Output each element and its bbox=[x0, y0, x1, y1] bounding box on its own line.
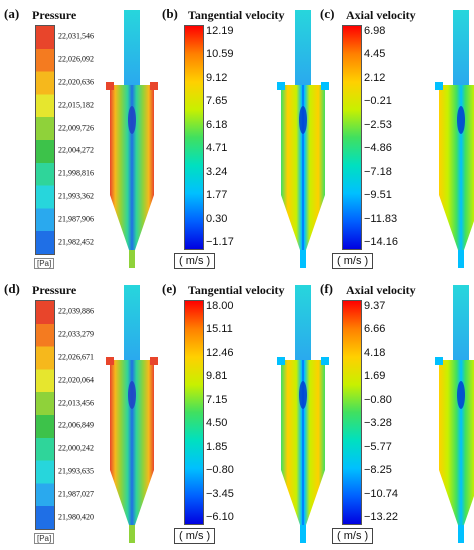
unit-label: [Pa] bbox=[34, 533, 55, 544]
colorbar-tick-label: 6.66 bbox=[364, 323, 386, 336]
colorbar-tick-label: 22,004,272 bbox=[58, 145, 94, 155]
velocity-colorbar bbox=[342, 300, 362, 525]
colorbar-tick-label: 1.77 bbox=[206, 189, 228, 202]
colorbar-tick-label: 2.12 bbox=[364, 71, 386, 84]
panel-label: (c) bbox=[320, 6, 335, 21]
colorbar-tick-label: −10.74 bbox=[364, 487, 398, 500]
panel-title: Axial velocity bbox=[346, 8, 416, 22]
colorbar-tick-label: −14.16 bbox=[364, 236, 398, 248]
colorbar-tick-label: −3.28 bbox=[364, 417, 392, 430]
panel-label: (e) bbox=[162, 281, 177, 296]
panel-label: (f) bbox=[320, 281, 333, 296]
colorbar-tick-label: −4.86 bbox=[364, 142, 392, 155]
separator-contour-figure bbox=[106, 285, 158, 543]
colorbar-tick-label: 22,031,546 bbox=[58, 31, 94, 41]
colorbar-tick-label: 1.69 bbox=[364, 370, 386, 383]
colorbar-tick-label: −13.22 bbox=[364, 511, 398, 523]
pressure-colorbar bbox=[35, 300, 55, 530]
panel-d-pressure: (d) Pressure 22,039,886 22,033,279 22,026,67… bbox=[0, 275, 158, 550]
colorbar-tick-label: 9.12 bbox=[206, 71, 228, 84]
separator-contour-figure bbox=[435, 285, 474, 543]
colorbar-tick-label: 4.18 bbox=[364, 346, 386, 359]
colorbar-tick-label: 10.59 bbox=[206, 48, 234, 61]
panel-label: (b) bbox=[162, 6, 178, 21]
colorbar-tick-label: 9.37 bbox=[364, 300, 386, 312]
colorbar-tick-label: −5.77 bbox=[364, 440, 392, 453]
colorbar-tick-label: 6.98 bbox=[364, 25, 386, 37]
colorbar-tick-label: −11.83 bbox=[364, 212, 398, 225]
panel-title: Tangential velocity bbox=[188, 283, 285, 297]
colorbar-tick-label: 21,982,452 bbox=[58, 237, 94, 247]
panel-b-tangential-velocity: (b) Tangential velocity 12.19 10.59 9.12 7.65… bbox=[158, 0, 329, 275]
panel-label: (a) bbox=[4, 6, 20, 21]
colorbar-tick-label: 22,000,242 bbox=[58, 443, 94, 453]
unit-label: ( m/s ) bbox=[332, 528, 374, 544]
colorbar-tick-label: 9.81 bbox=[206, 370, 228, 383]
colorbar-tick-label: −1.17 bbox=[206, 236, 234, 248]
colorbar-tick-label: −0.21 bbox=[364, 95, 392, 108]
panel-a-pressure: (a) Pressure 22,031,546 22,026,092 22,020,63… bbox=[0, 0, 158, 275]
separator-contour-figure bbox=[277, 10, 329, 268]
unit-label: ( m/s ) bbox=[174, 253, 216, 269]
colorbar-tick-label: 22,006,849 bbox=[58, 420, 94, 430]
panel-title: Pressure bbox=[32, 283, 77, 297]
colorbar-tick-label: 22,015,182 bbox=[58, 100, 94, 110]
colorbar-tick-label: 22,020,636 bbox=[58, 77, 94, 87]
colorbar-tick-label: 21,987,906 bbox=[58, 214, 94, 224]
colorbar-tick-label: 15.11 bbox=[206, 323, 233, 336]
panel-title: Tangential velocity bbox=[188, 8, 285, 22]
colorbar-tick-label: 4.50 bbox=[206, 417, 228, 430]
colorbar-tick-label: 7.65 bbox=[206, 95, 228, 108]
colorbar-tick-label: −3.45 bbox=[206, 487, 234, 500]
colorbar-tick-label: −0.80 bbox=[206, 464, 234, 477]
colorbar-tick-label: 21,993,635 bbox=[58, 466, 94, 476]
colorbar-tick-label: 1.85 bbox=[206, 440, 228, 453]
colorbar-tick-label: 18.00 bbox=[206, 300, 234, 312]
colorbar-tick-label: 12.46 bbox=[206, 346, 234, 359]
colorbar-tick-label: 21,998,816 bbox=[58, 168, 94, 178]
colorbar-tick-label: 22,039,886 bbox=[58, 306, 94, 316]
colorbar-tick-label: 22,013,456 bbox=[58, 398, 94, 408]
separator-contour-figure bbox=[106, 10, 158, 268]
velocity-colorbar bbox=[342, 25, 362, 250]
unit-label: [Pa] bbox=[34, 258, 55, 269]
separator-contour-figure bbox=[277, 285, 329, 543]
separator-contour-figure bbox=[435, 10, 474, 268]
panel-f-axial-velocity: (f) Axial velocity 9.37 6.66 4.18 1.69 −0.80 −3… bbox=[316, 275, 474, 550]
colorbar-tick-label: −0.80 bbox=[364, 393, 392, 406]
colorbar-tick-label: −8.25 bbox=[364, 464, 392, 477]
colorbar-tick-label: 0.30 bbox=[206, 212, 228, 225]
velocity-colorbar bbox=[184, 25, 204, 250]
velocity-colorbar bbox=[184, 300, 204, 525]
panel-label: (d) bbox=[4, 281, 20, 296]
colorbar-tick-label: 22,026,092 bbox=[58, 54, 94, 64]
colorbar-tick-label: 12.19 bbox=[206, 25, 234, 37]
colorbar-tick-label: 22,026,671 bbox=[58, 352, 94, 362]
unit-label: ( m/s ) bbox=[332, 253, 374, 269]
colorbar-tick-label: 3.24 bbox=[206, 165, 228, 178]
unit-label: ( m/s ) bbox=[174, 528, 216, 544]
panel-e-tangential-velocity: (e) Tangential velocity 18.00 15.11 12.46 9.8… bbox=[158, 275, 329, 550]
colorbar-tick-label: 22,020,064 bbox=[58, 375, 94, 385]
panel-c-axial-velocity: (c) Axial velocity 6.98 4.45 2.12 −0.21 −2.53 −… bbox=[316, 0, 474, 275]
colorbar-tick-label: −6.10 bbox=[206, 511, 234, 523]
pressure-colorbar bbox=[35, 25, 55, 255]
colorbar-tick-label: 21,987,027 bbox=[58, 489, 94, 499]
colorbar-tick-label: 22,033,279 bbox=[58, 329, 94, 339]
panel-title: Pressure bbox=[32, 8, 77, 22]
panel-title: Axial velocity bbox=[346, 283, 416, 297]
colorbar-tick-label: −7.18 bbox=[364, 165, 392, 178]
colorbar-tick-label: 21,980,420 bbox=[58, 512, 94, 522]
colorbar-tick-label: −9.51 bbox=[364, 189, 392, 202]
colorbar-tick-label: 7.15 bbox=[206, 393, 228, 406]
colorbar-tick-label: 21,993,362 bbox=[58, 191, 94, 201]
colorbar-tick-label: 4.71 bbox=[206, 142, 228, 155]
colorbar-tick-label: 4.45 bbox=[364, 48, 386, 61]
colorbar-tick-label: −2.53 bbox=[364, 118, 392, 131]
colorbar-tick-label: 6.18 bbox=[206, 118, 228, 131]
colorbar-tick-label: 22,009,726 bbox=[58, 123, 94, 133]
